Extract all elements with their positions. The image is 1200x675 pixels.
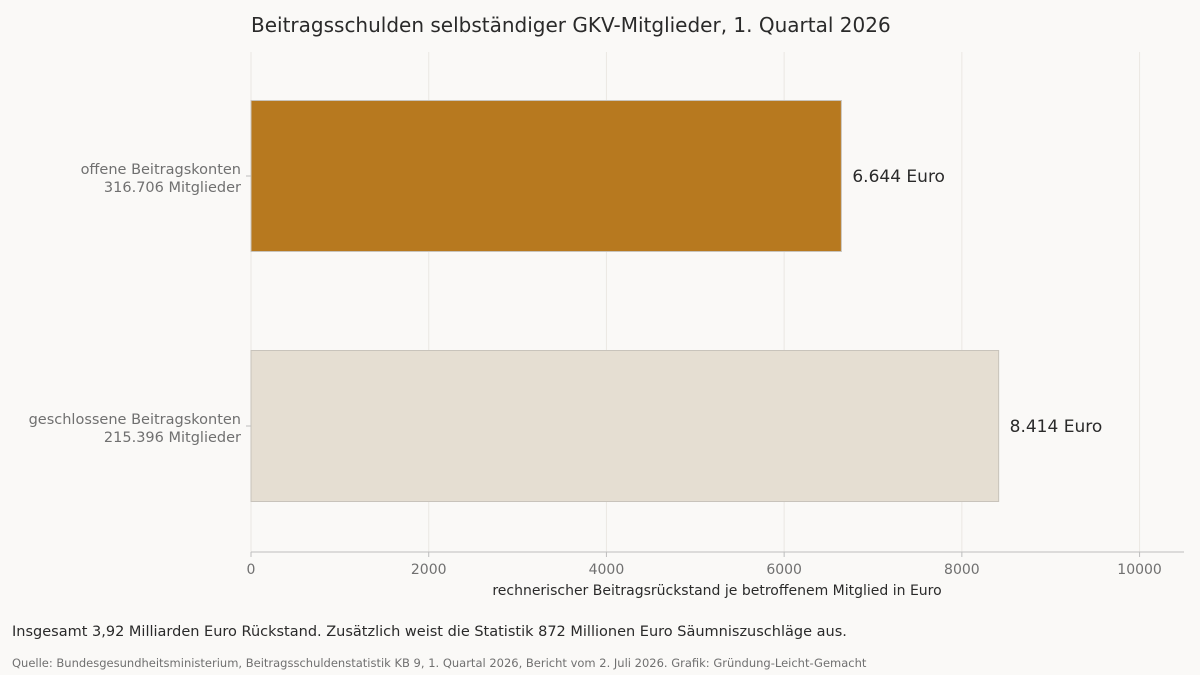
footnote: Insgesamt 3,92 Milliarden Euro Rückstand… xyxy=(12,624,847,640)
bar-chart: Beitragsschulden selbständiger GKV-Mitgl… xyxy=(29,13,1184,599)
data-label: 8.414 Euro xyxy=(1010,417,1103,437)
source-credit: Quelle: Bundesgesundheitsministerium, Be… xyxy=(12,656,867,670)
bar-closed-accounts xyxy=(250,350,1000,502)
x-tick-label: 0 xyxy=(247,562,256,578)
y-axis-labels: offene Beitragskonten 316.706 Mitglieder g… xyxy=(29,162,251,446)
category-label: geschlossene Beitragskonten xyxy=(29,412,241,428)
x-tick-label: 10000 xyxy=(1117,562,1162,578)
bar-open-accounts xyxy=(250,100,842,252)
bars: 6.644 Euro 8.414 Euro xyxy=(250,100,1103,502)
x-tick-label: 6000 xyxy=(766,562,802,578)
data-label: 6.644 Euro xyxy=(852,167,945,187)
x-axis-label: rechnerischer Beitragsrückstand je betro… xyxy=(492,583,941,599)
x-tick-label: 8000 xyxy=(944,562,980,578)
x-tick-label: 2000 xyxy=(411,562,447,578)
category-label: offene Beitragskonten xyxy=(81,162,241,178)
category-sublabel: 215.396 Mitglieder xyxy=(104,430,241,446)
chart-title: Beitragsschulden selbständiger GKV-Mitgl… xyxy=(251,13,891,37)
category-sublabel: 316.706 Mitglieder xyxy=(104,180,241,196)
x-tick-label: 4000 xyxy=(589,562,625,578)
x-axis: 0 2000 4000 6000 8000 10000 xyxy=(247,551,1184,578)
